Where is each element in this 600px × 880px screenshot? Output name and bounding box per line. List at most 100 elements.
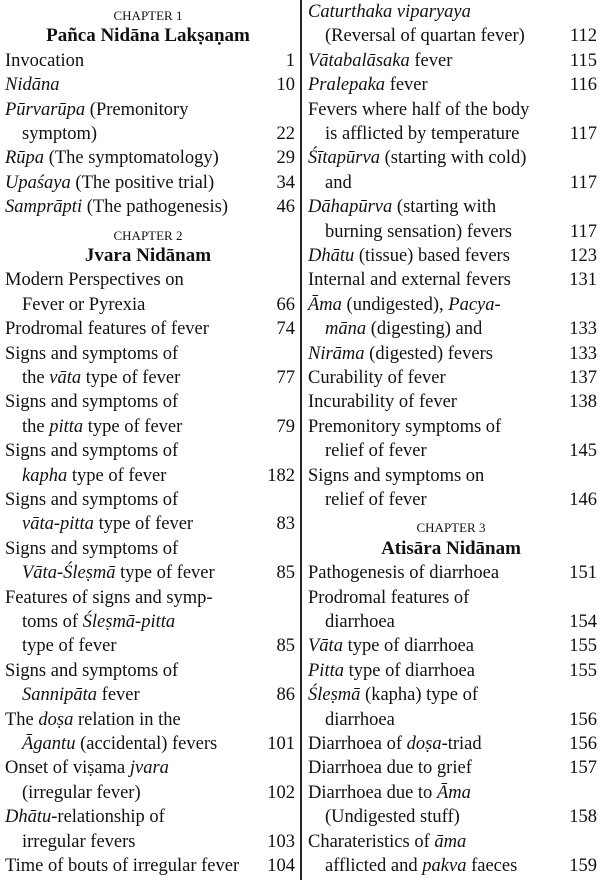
entry-line: toms of Śleṣmā-pitta [22, 610, 175, 634]
entry-line: (irregular fever) [22, 781, 141, 805]
entry-line: Signs and symptoms of [5, 659, 178, 683]
page-number: 145 [569, 441, 597, 462]
entry-text: symptom) [22, 124, 98, 144]
entry-text: vāta [49, 368, 82, 388]
page-number: 86 [276, 685, 296, 706]
entry-line: Śleṣmā (kapha) type of [308, 683, 478, 707]
entry-text: type of diarrhoea [343, 660, 475, 681]
page-number: 158 [569, 807, 597, 828]
entry-text: Signs and symptoms of [5, 490, 179, 510]
entry-line: Signs and symptoms of [5, 537, 178, 561]
entry-line: type of fever [22, 634, 117, 658]
entry-line: Āgantu (accidental) fevers [22, 732, 217, 756]
page-number: 182 [267, 465, 295, 486]
entry-text: Śleṣmā-pitta [82, 612, 176, 632]
column-divider [300, 0, 302, 880]
entry-line: relief of fever [325, 439, 427, 463]
entry-line: Āma (undigested), Pacya- [308, 293, 501, 317]
entry-text: relation in the [73, 709, 181, 730]
entry-text: (digested) fevers [364, 343, 493, 364]
entry-text: pakva [422, 856, 467, 876]
entry-line: Time of bouts of irregular fever [5, 854, 239, 878]
entry-line: Pathogenesis of diarrhoea [308, 561, 499, 585]
entry-text: Āma [308, 294, 342, 315]
entry-text: Samprāpti [5, 197, 83, 218]
entry-text: is afflicted by temperature [325, 124, 520, 144]
entry-line: māna (digesting) and [325, 317, 482, 341]
page-number: 137 [569, 368, 597, 388]
entry-text: Pathogenesis of diarrhoea [308, 563, 500, 584]
entry-text: relief of fever [325, 490, 427, 510]
entry-text: toms of [22, 612, 83, 632]
page-number: 131 [569, 270, 597, 291]
page-number: 77 [276, 368, 296, 388]
entry-text: Dhātu [5, 807, 52, 828]
entry-text: Diarrhoea of [308, 734, 407, 754]
entry-line: Features of signs and symp- [5, 586, 213, 610]
entry-line: Śītapūrva (starting with cold) [308, 146, 526, 170]
entry-line: kapha type of fever [22, 464, 166, 488]
page-number: 83 [276, 514, 296, 535]
entry-text: Incurability of fever [308, 392, 457, 413]
entry-text: type of diarrhoea [342, 636, 474, 657]
entry-text: Upaśaya [5, 172, 71, 193]
entry-line: diarrhoea [325, 708, 395, 732]
entry-line: Premonitory symptoms of [308, 415, 501, 439]
entry-text: Signs and symptoms of [5, 441, 179, 462]
entry-line: Vāta-Śleṣmā type of fever [22, 561, 215, 585]
entry-line: Modern Perspectives on [5, 268, 184, 292]
entry-text: (undigested), [341, 294, 449, 315]
entry-line: (Undigested stuff) [325, 805, 460, 829]
page-number: 85 [276, 636, 296, 657]
entry-line: Pūrvarūpa (Premonitory [5, 98, 188, 122]
entry-line: Signs and symptoms of [5, 488, 178, 512]
page-number: 112 [569, 26, 597, 47]
page-number: 103 [267, 831, 295, 852]
entry-text: Modern Perspectives on [5, 270, 184, 291]
entry-text: diarrhoea [325, 709, 395, 730]
entry-text: Pitta [308, 660, 344, 681]
entry-text: (tissue) based fevers [354, 246, 510, 266]
entry-text: Śleṣmā [308, 685, 361, 706]
entry-text: fever [385, 75, 428, 96]
entry-line: Fever or Pyrexia [22, 293, 145, 317]
chapter-title: Atisāra Nidānam [381, 537, 521, 559]
entry-text: irregular fevers [22, 831, 136, 852]
entry-line: Prodromal features of fever [5, 317, 209, 341]
page-number: 74 [276, 319, 296, 340]
page-number: 79 [276, 416, 296, 437]
entry-text: Prodromal features of fever [5, 319, 209, 340]
entry-text: Fevers where half of the body [308, 99, 530, 120]
entry-text: Invocation [5, 50, 85, 71]
entry-text: Diarrhoea due to [308, 782, 437, 803]
page-number: 102 [267, 782, 295, 803]
entry-text: Vāta-Śleṣmā [22, 563, 116, 584]
entry-text: (starting with cold) [379, 148, 527, 169]
entry-line: and [325, 171, 352, 195]
entry-text: (starting with [392, 197, 497, 218]
entry-line: symptom) [22, 122, 97, 146]
entry-text: Curability of fever [308, 368, 446, 388]
entry-text: (The positive trial) [70, 172, 215, 193]
page-number: 154 [569, 612, 597, 632]
entry-text: Signs and symptoms of [5, 538, 179, 559]
entry-text: Onset of viṣama [5, 758, 130, 779]
page-number: 151 [569, 563, 597, 584]
page-number: 117 [569, 221, 597, 242]
entry-line: (Reversal of quartan fever) [325, 24, 525, 48]
page-number: 146 [569, 490, 597, 510]
page-number: 115 [569, 50, 597, 71]
entry-text: Signs and symptoms on [308, 465, 485, 486]
page-number: 85 [276, 563, 296, 584]
entry-text: pitta [49, 416, 84, 437]
entry-line: Pitta type of diarrhoea [308, 659, 475, 683]
entry-text: Sannipāta [22, 685, 98, 706]
entry-line: Diarrhoea due to Āma [308, 781, 471, 805]
entry-text: Dāhapūrva [308, 197, 393, 218]
entry-text: doṣa [38, 709, 74, 730]
page-number: 104 [267, 856, 295, 876]
page-number: 101 [267, 734, 295, 754]
entry-line: burning sensation) fevers [325, 220, 512, 244]
